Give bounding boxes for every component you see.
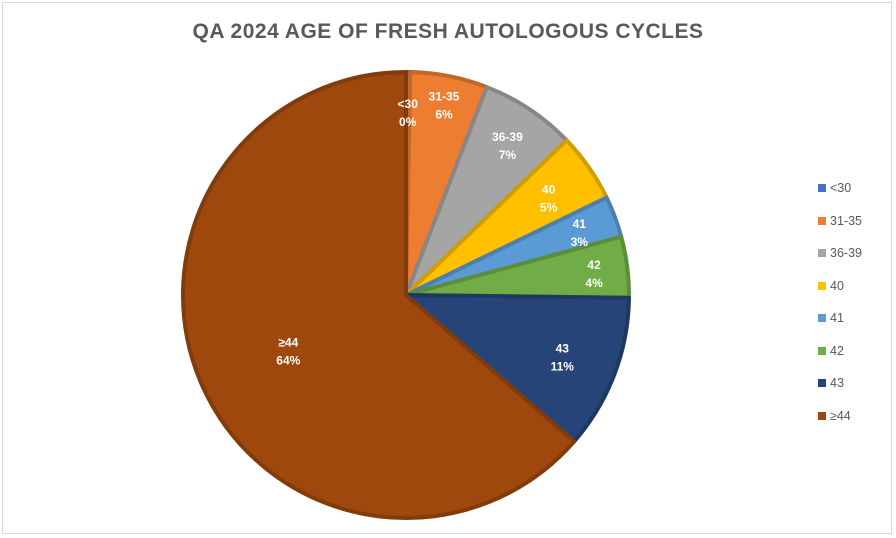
data-label-category: 40 <box>542 182 556 196</box>
legend-item-43: 43 <box>818 367 892 400</box>
chart-title: QA 2024 AGE OF FRESH AUTOLOGOUS CYCLES <box>192 20 704 43</box>
legend-swatch <box>818 379 826 388</box>
data-label-category: 43 <box>556 342 570 356</box>
data-label-category: 36-39 <box>492 130 523 144</box>
data-label-percent: 11% <box>551 360 575 374</box>
data-label-category: 31-35 <box>429 90 460 104</box>
data-labels: <30 0%31-35 6%36-39 7%40 5%41 3%42 4%43 11%≥44 6… <box>276 90 603 374</box>
data-label-percent: 5% <box>540 200 558 214</box>
data-label-percent: 4% <box>585 276 603 290</box>
data-label-category: 41 <box>573 217 587 231</box>
legend-swatch <box>818 216 826 225</box>
legend-item-40: 40 <box>818 270 892 303</box>
legend-label: 36-39 <box>830 246 862 261</box>
pie-slice-43 <box>404 293 631 444</box>
data-label-40: 40 5% <box>540 182 558 214</box>
legend-swatch <box>818 314 826 323</box>
data-label-31-35: 31-35 6% <box>429 90 460 122</box>
data-label-percent: 0% <box>399 115 417 129</box>
legend-swatch <box>818 249 826 258</box>
data-label-36-39: 36-39 7% <box>492 130 523 162</box>
data-label-percent: 3% <box>571 235 589 249</box>
legend-label: 40 <box>830 278 844 293</box>
legend-swatch <box>818 281 826 290</box>
legend-item-36-39: 36-39 <box>818 237 892 270</box>
data-label-category: 42 <box>587 258 601 272</box>
data-label-41: 41 3% <box>571 217 589 249</box>
data-label-category: ≥44 <box>278 336 298 350</box>
legend-item-41: 41 <box>818 302 892 335</box>
data-label-percent: 7% <box>499 148 517 162</box>
legend-swatch <box>818 346 826 355</box>
data-label-percent: 6% <box>435 108 453 122</box>
legend-label: 41 <box>830 311 844 326</box>
data-label-42: 42 4% <box>585 258 603 290</box>
legend-label: <30 <box>830 181 852 196</box>
legend-item-42: 42 <box>818 335 892 368</box>
pie-slice-gte-44 <box>181 70 577 520</box>
legend-label: 42 <box>830 343 844 358</box>
legend-label: 31-35 <box>830 213 862 228</box>
legend-item-lt-30: <30 <box>818 172 892 205</box>
legend-swatch <box>818 411 826 420</box>
data-label-percent: 64% <box>276 354 300 368</box>
data-label-lt-30: <30 0% <box>398 97 419 129</box>
data-label-gte-44: ≥44 64% <box>276 336 300 368</box>
legend-item-31-35: 31-35 <box>818 205 892 238</box>
legend-label: ≥44 <box>830 408 851 423</box>
data-label-category: <30 <box>398 97 419 111</box>
legend-item-gte-44: ≥44 <box>818 400 892 433</box>
legend-label: 43 <box>830 376 844 391</box>
legend-swatch <box>818 184 826 193</box>
data-label-43: 43 11% <box>551 342 575 374</box>
legend: <30 31-35 36-39 40 41 42 43 ≥44 <box>818 172 892 432</box>
